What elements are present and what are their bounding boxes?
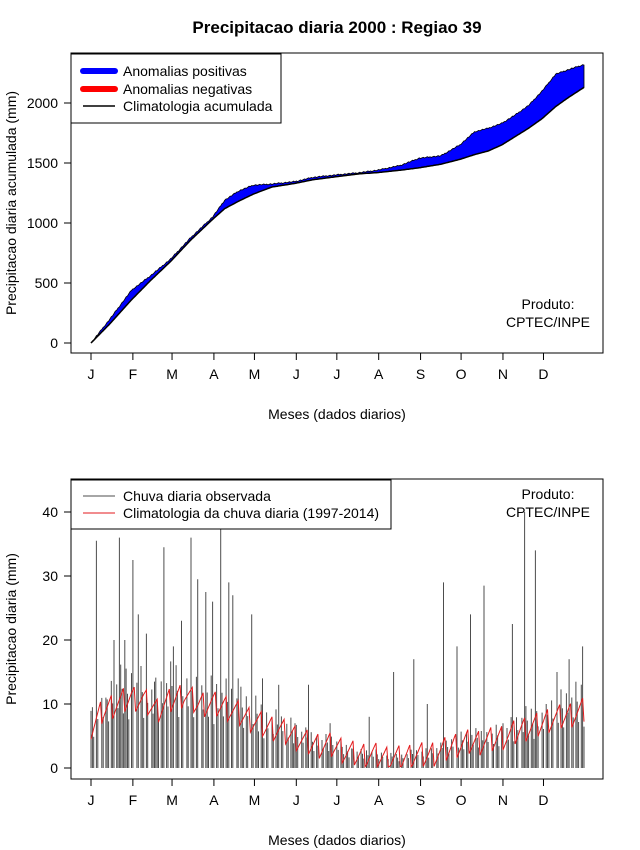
top-month-label: J	[88, 366, 95, 382]
bottom-y-tick-label: 0	[50, 760, 58, 776]
bottom-credit-source: CPTEC/INPE	[506, 504, 590, 520]
top-month-label: O	[456, 366, 467, 382]
top-panel: 0 500 1000 1500 2000 J F M A M J J A S O N D Meses (dad…	[3, 52, 604, 422]
legend-label-observed: Chuva diaria observada	[123, 488, 271, 504]
bottom-x-axis-label: Meses (dados diarios)	[268, 832, 406, 848]
legend-label-positive: Anomalias positivas	[123, 63, 247, 79]
bottom-y-tick-label: 20	[42, 632, 58, 648]
bottom-y-axis-label: Precipitacao diaria (mm)	[3, 553, 19, 705]
top-x-axis-label: Meses (dados diarios)	[268, 406, 406, 422]
chart-title: Precipitacao diaria 2000 : Regiao 39	[192, 18, 481, 37]
top-y-tick-label: 2000	[27, 95, 58, 111]
bottom-month-label: D	[538, 792, 548, 808]
bottom-month-label: S	[416, 792, 425, 808]
bottom-panel: 0 10 20 30 40 J F M A M J J A S O N D Meses (dados diar…	[3, 478, 604, 848]
top-credit-label: Produto:	[522, 296, 575, 312]
bottom-month-label: J	[88, 792, 95, 808]
top-month-label: F	[129, 366, 138, 382]
bottom-month-label: N	[498, 792, 508, 808]
bottom-legend-box	[70, 479, 392, 530]
top-month-label: M	[166, 366, 178, 382]
bottom-y-tick-label: 30	[42, 568, 58, 584]
bottom-y-tick-label: 40	[42, 504, 58, 520]
top-month-label: S	[416, 366, 425, 382]
daily-climatology-line	[90, 684, 585, 769]
climatology-cumulative-line	[90, 86, 585, 344]
top-month-label: J	[333, 366, 340, 382]
top-y-tick-label: 1500	[27, 155, 58, 171]
top-month-label: A	[374, 366, 384, 382]
top-y-axis-label: Precipitacao diaria acumulada (mm)	[3, 91, 19, 315]
top-y-tick-label: 0	[50, 335, 58, 351]
top-y-tick-label: 500	[35, 275, 59, 291]
top-month-label: D	[538, 366, 548, 382]
bottom-month-label: F	[129, 792, 138, 808]
top-credit-source: CPTEC/INPE	[506, 314, 590, 330]
bottom-credit-label: Produto:	[522, 486, 575, 502]
bottom-month-label: J	[333, 792, 340, 808]
legend-label-negative: Anomalias negativas	[123, 81, 252, 97]
legend-label-climatology: Climatologia acumulada	[123, 98, 273, 114]
bottom-month-label: M	[249, 792, 261, 808]
top-month-label: M	[249, 366, 261, 382]
bottom-month-label: O	[456, 792, 467, 808]
bottom-month-label: A	[374, 792, 384, 808]
top-y-tick-label: 1000	[27, 215, 58, 231]
bottom-legend: Chuva diaria observada Climatologia da c…	[70, 479, 392, 530]
top-month-label: A	[209, 366, 219, 382]
legend-label-daily-climatology: Climatologia da chuva diaria (1997-2014)	[123, 505, 379, 521]
top-legend: Anomalias positivas Anomalias negativas …	[70, 53, 282, 124]
bottom-y-tick-label: 10	[42, 696, 58, 712]
bottom-month-label: J	[293, 792, 300, 808]
top-month-label: N	[498, 366, 508, 382]
bottom-month-label: M	[166, 792, 178, 808]
bottom-month-label: A	[209, 792, 219, 808]
top-month-label: J	[293, 366, 300, 382]
